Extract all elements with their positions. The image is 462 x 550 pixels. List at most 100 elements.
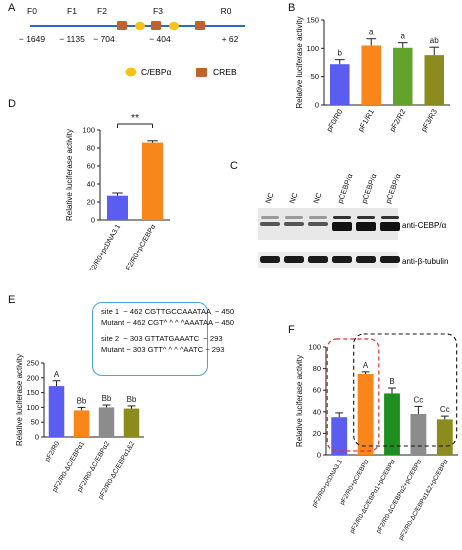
position-label: − 704	[93, 34, 115, 44]
mutant1-sequence: − 462 CGT^ ^ ^ ^AAATAA − 450	[126, 317, 235, 327]
blot-band-tubulin	[380, 256, 400, 263]
y-axis-title: Relative luciferase activity	[295, 355, 304, 447]
creb-legend-label: CREB	[213, 67, 237, 77]
y-tick-label: 150	[306, 16, 319, 25]
panel-label-f: F	[288, 324, 295, 336]
y-tick-label: 40	[313, 407, 321, 416]
bar	[436, 419, 453, 455]
promoter-diagram: F0 F1 F2 F3 R0 − 1649 − 1135 − 704 − 404…	[19, 6, 245, 77]
bar	[142, 142, 163, 220]
y-tick-label: 20	[313, 429, 321, 438]
lane-label: pCEBP/α	[383, 172, 402, 205]
cebpa-legend-icon	[125, 67, 137, 77]
position-label: − 1649	[19, 34, 46, 44]
blot-band	[285, 216, 303, 219]
blot-label-cebpa: anti-CEBP/α	[402, 221, 447, 230]
fragment-label-f1: F1	[67, 6, 77, 16]
y-axis-title: Relative luciferase activity	[15, 354, 24, 446]
position-label: − 1135	[59, 34, 85, 44]
panel-label-b: B	[288, 2, 296, 14]
significance-letter: a	[369, 28, 374, 37]
blot-band	[356, 222, 376, 231]
panel-label-e: E	[8, 294, 16, 306]
bar	[424, 55, 445, 105]
y-tick-label: 0	[91, 216, 95, 225]
significance-letter: A	[363, 361, 369, 370]
bar	[384, 393, 400, 455]
lane-label: pCEBP/α	[359, 172, 378, 205]
significance-letter: a	[401, 32, 406, 41]
significance-letter: B	[389, 377, 394, 386]
cebpa-legend-label: C/EBPα	[141, 67, 172, 77]
blot-band-tubulin	[332, 256, 352, 263]
fragment-label-f0: F0	[27, 6, 37, 16]
chart-f: 0 20 40 60 80 100 Relative luciferase activity…	[295, 333, 458, 541]
y-tick-label: 50	[311, 72, 319, 81]
creb-site-marker	[151, 21, 161, 30]
significance-letter: Bb	[102, 394, 112, 403]
significance-letter: A	[54, 370, 60, 379]
bar	[48, 386, 65, 437]
x-category-label: pF3/R3	[419, 108, 439, 134]
significance-stars: **	[131, 113, 139, 124]
blot-band	[332, 222, 352, 231]
site2-sequence: − 303 GTTATGAAATC − 293	[123, 334, 223, 343]
bar	[410, 413, 427, 455]
x-category-label: pF1/R1	[356, 108, 376, 134]
highlight-black-dashed-box	[353, 333, 458, 447]
bar	[329, 64, 350, 105]
significance-letter: Cc	[414, 395, 424, 404]
bar	[107, 195, 128, 220]
lane-label: pCEBP/α	[335, 172, 354, 205]
y-tick-label: 80	[313, 364, 321, 373]
x-category-label: pF2/R0-ΔC/EBPα1+pC/EBPα	[349, 458, 397, 534]
y-tick-label: 200	[26, 373, 39, 382]
lane-label: NC	[263, 191, 275, 205]
x-category-label: pF2/R0+pcDNA3.1	[87, 223, 123, 270]
site2-label: site 2	[101, 334, 120, 343]
blot-band	[308, 222, 328, 226]
site1-label: site 1	[101, 307, 120, 316]
y-tick-label: 60	[87, 162, 95, 171]
bar	[361, 45, 382, 105]
creb-site-marker	[195, 21, 205, 30]
y-tick-label: 20	[87, 198, 95, 207]
bar	[123, 408, 140, 437]
y-tick-label: 100	[26, 403, 39, 412]
blot-band-tubulin	[260, 256, 280, 263]
mutant1-label: Mutant	[101, 317, 125, 327]
significance-letter: b	[338, 49, 343, 58]
bar	[98, 407, 115, 437]
blot-band	[380, 222, 400, 231]
significance-letter: Cc	[440, 405, 450, 414]
lane-label: NC	[311, 191, 323, 205]
significance-letter: Bb	[77, 396, 87, 405]
y-tick-label: 150	[26, 388, 39, 397]
creb-legend-icon	[196, 68, 207, 77]
bar	[357, 374, 374, 455]
bar	[73, 410, 90, 437]
x-category-label: pF2/R0+pC/EBPα	[123, 224, 157, 271]
highlight-red-dashed-box	[326, 338, 380, 452]
y-tick-label: 100	[82, 126, 95, 135]
blot-band-tubulin	[356, 256, 376, 263]
blot-band-tubulin	[308, 256, 328, 263]
panel-label-a: A	[8, 2, 16, 14]
y-axis-title: Relative luciferase activity	[65, 129, 74, 221]
blot-band	[260, 222, 280, 226]
x-category-label: pF2/R0+pC/EBPα	[339, 458, 371, 506]
x-category-label: pF2/R0	[44, 440, 61, 463]
x-category-label: pF2/R2	[387, 108, 407, 134]
mutation-sites-box: site 1 − 462 CGTTGCCAAATAA − 450 Mutant …	[92, 302, 234, 376]
blot-band	[309, 216, 327, 219]
x-category-label: pF0/R0	[324, 108, 344, 134]
lane-label: NC	[287, 191, 299, 205]
x-category-label: pF2/R0-ΔC/EBPα2+pC/EBPα	[375, 458, 423, 534]
position-label: + 62	[222, 34, 239, 44]
bar	[392, 47, 413, 105]
y-tick-label: 60	[313, 386, 321, 395]
y-tick-label: 40	[87, 180, 95, 189]
y-tick-label: 100	[308, 343, 321, 352]
